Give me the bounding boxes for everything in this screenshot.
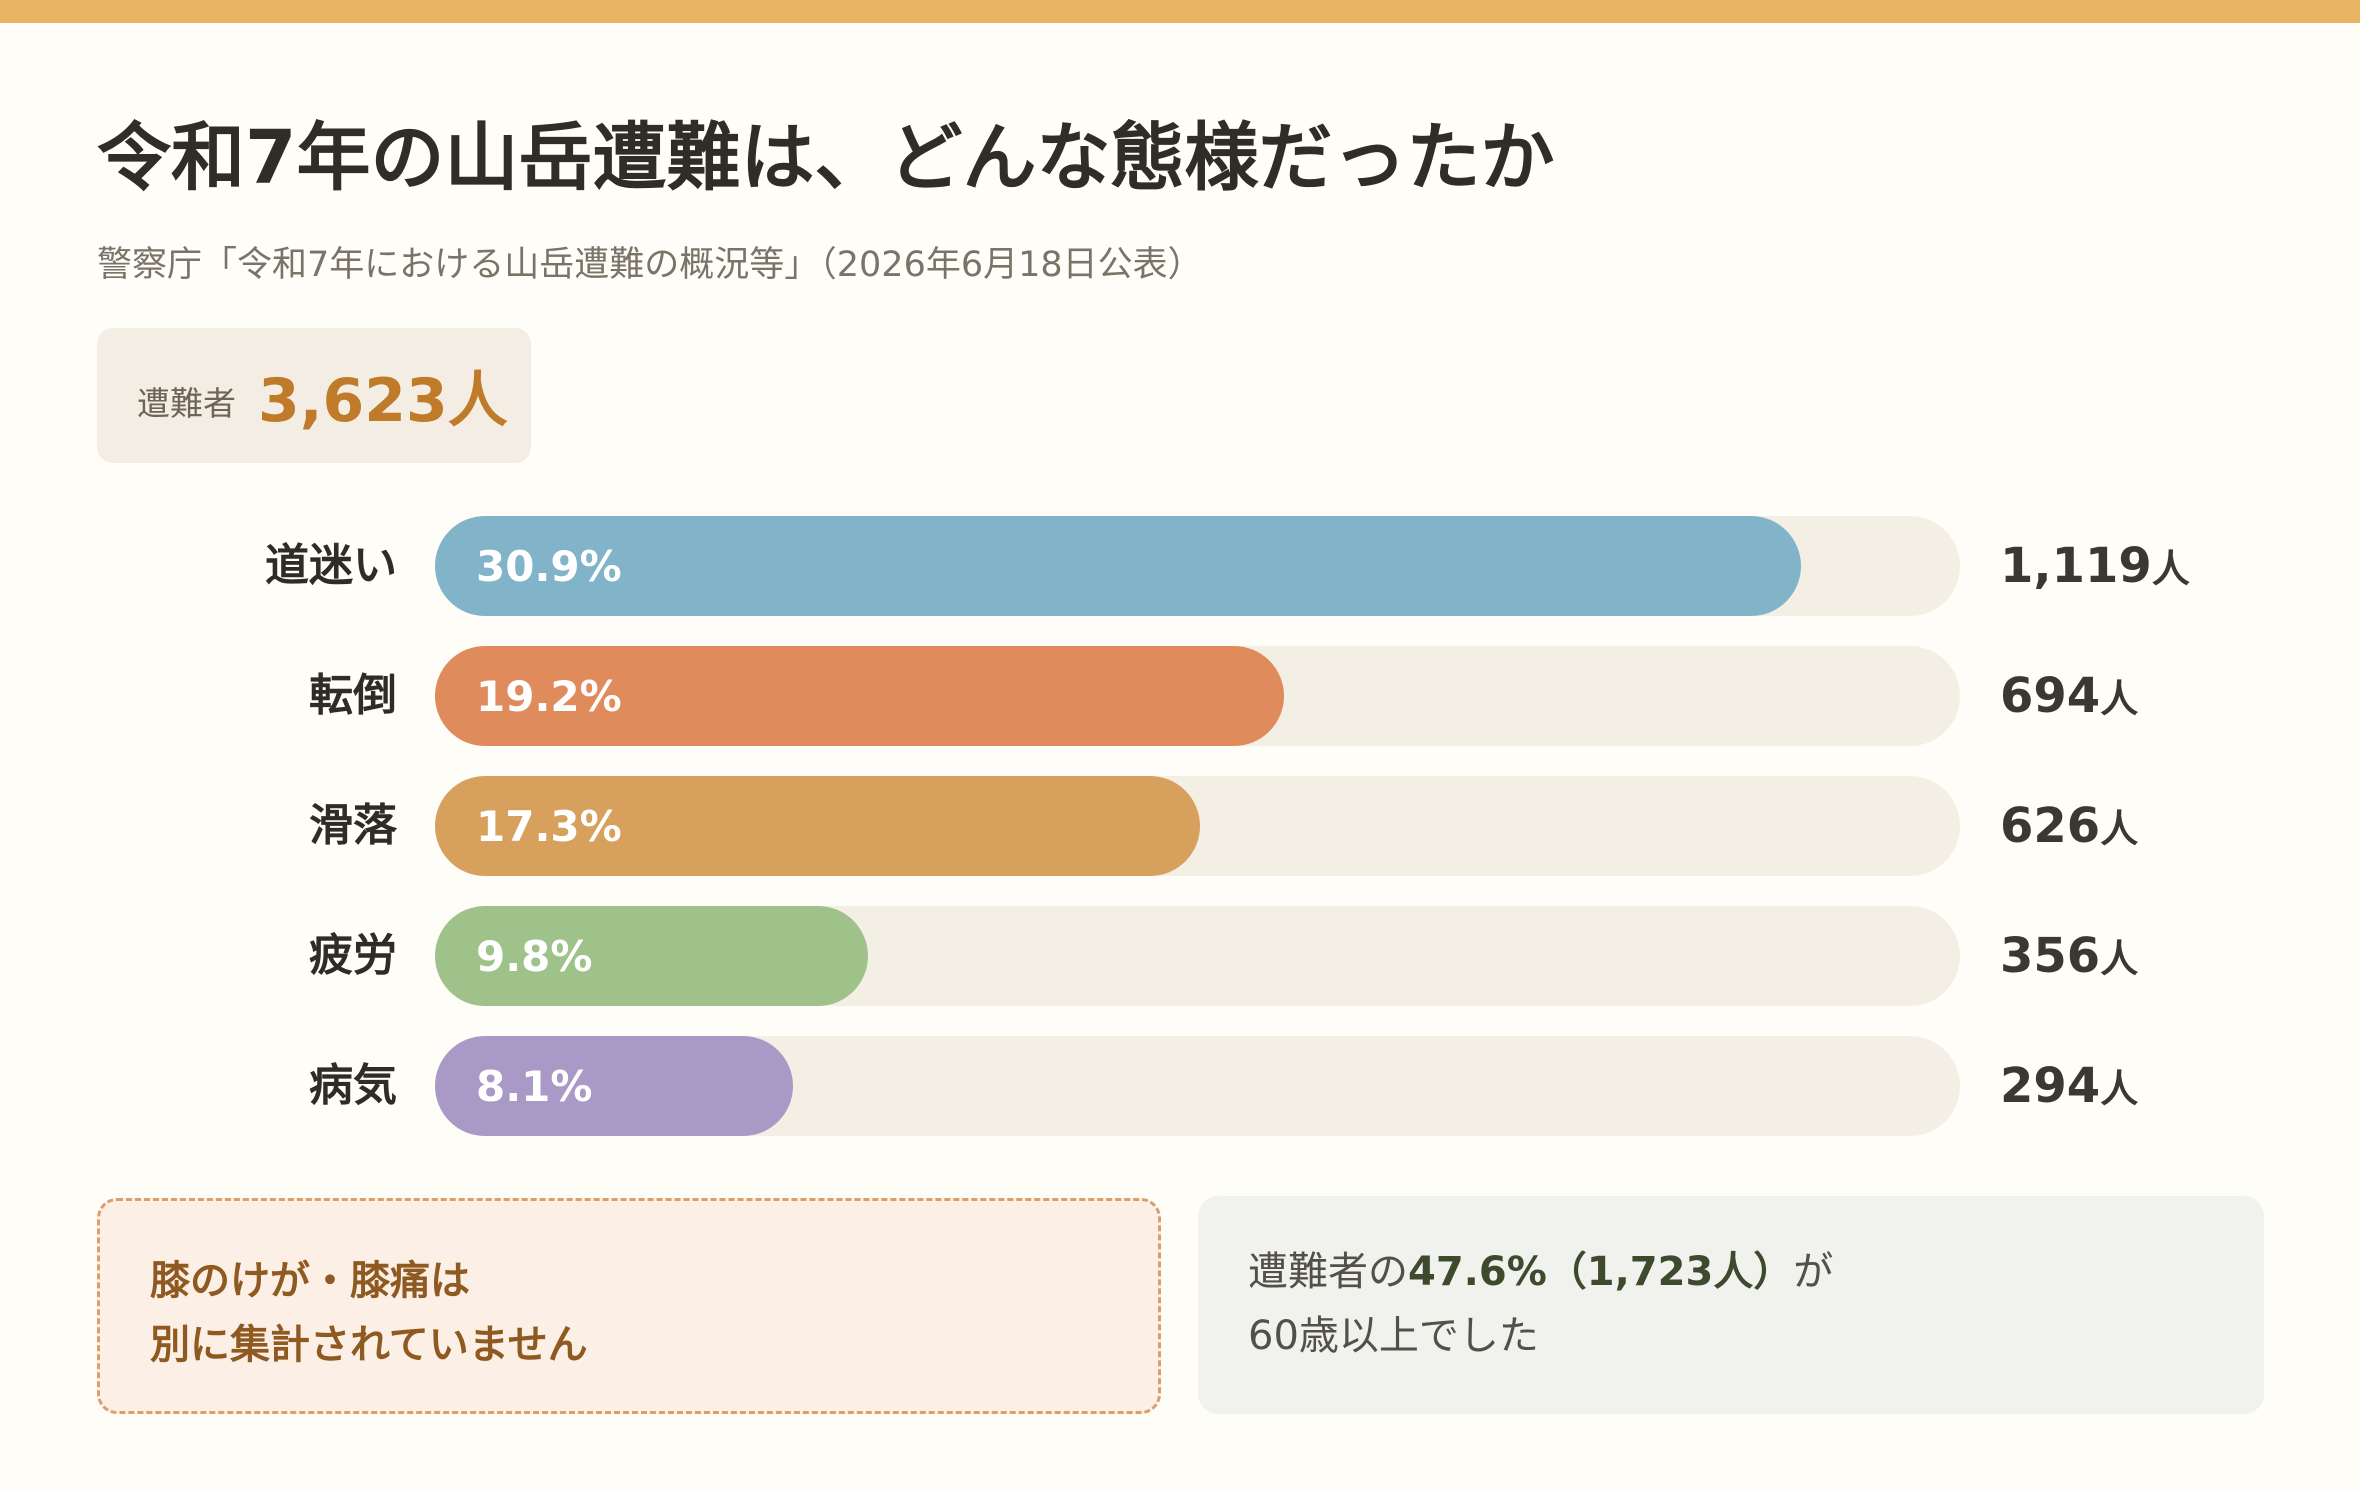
count-value: 1,119 [2000,538,2152,594]
total-value: 3,623人 [258,366,508,436]
bar: 9.8% [435,906,869,1006]
total-label: 遭難者 [137,383,236,423]
percent-label: 9.8% [476,931,593,981]
note-left-line1: 膝のけが・膝痛は [150,1258,470,1304]
category-label: 転倒 [309,670,397,721]
category-label: 疲労 [309,930,397,981]
count-label: 1,119人 [2000,516,2190,616]
count-unit: 人 [2100,1067,2139,1111]
bar-track: 17.3% [435,776,1960,876]
percent-label: 30.9% [476,541,622,591]
bar-track: 30.9% [435,516,1960,616]
bar: 17.3% [435,776,1200,876]
bar-track: 8.1% [435,1036,1960,1136]
note-right-line2: 60歳以上でした [1248,1313,1539,1359]
count-unit: 人 [2100,677,2139,721]
page-subtitle: 警察庁「令和7年における山岳遭難の概況等」（2026年6月18日公表） [97,245,1203,285]
category-label: 滑落 [309,800,397,851]
count-label: 356人 [2000,906,2138,1006]
note-right-pre: 遭難者の [1248,1249,1408,1295]
percent-label: 17.3% [476,801,622,851]
chart-row: 疲労 9.8% 356人 [0,906,2360,1006]
bar-track: 9.8% [435,906,1960,1006]
count-value: 694 [2000,668,2101,724]
note-left-line2: 別に集計されていません [150,1322,588,1368]
count-unit: 人 [2151,547,2190,591]
category-label: 病気 [309,1060,397,1111]
percent-label: 8.1% [476,1061,593,1111]
top-accent-stripe [0,0,2360,23]
bar-track: 19.2% [435,646,1960,746]
percent-label: 19.2% [476,671,622,721]
bar: 8.1% [435,1036,794,1136]
count-value: 626 [2000,798,2101,854]
age-note: 遭難者の47.6%（1,723人）が 60歳以上でした [1198,1196,2264,1414]
count-label: 294人 [2000,1036,2138,1136]
count-unit: 人 [2100,937,2139,981]
chart-row: 道迷い 30.9% 1,119人 [0,516,2360,616]
note-right-post: が [1793,1249,1834,1295]
count-value: 356 [2000,928,2101,984]
knee-injury-note: 膝のけが・膝痛は 別に集計されていません [97,1198,1161,1414]
count-label: 694人 [2000,646,2138,746]
note-right-line1: 遭難者の47.6%（1,723人）が [1248,1240,2264,1304]
count-unit: 人 [2100,807,2139,851]
note-right-highlight: 47.6%（1,723人） [1408,1249,1794,1295]
chart-row: 転倒 19.2% 694人 [0,646,2360,746]
chart-row: 滑落 17.3% 626人 [0,776,2360,876]
count-value: 294 [2000,1058,2101,1114]
chart-row: 病気 8.1% 294人 [0,1036,2360,1136]
count-label: 626人 [2000,776,2138,876]
category-label: 道迷い [265,540,397,591]
total-victims-badge: 遭難者 3,623人 [97,328,531,463]
page-title: 令和7年の山岳遭難は、どんな態様だったか [97,115,1555,201]
bar: 19.2% [435,646,1284,746]
bar: 30.9% [435,516,1801,616]
